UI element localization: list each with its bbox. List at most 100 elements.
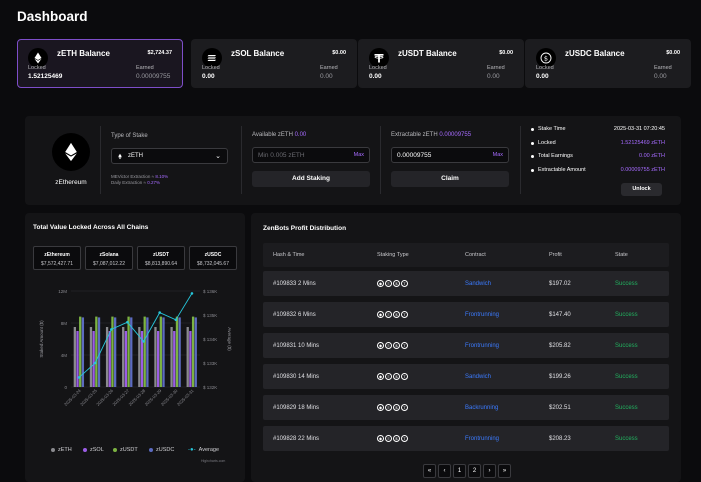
row-staking-types: ◆ ≡ $ T	[377, 364, 408, 389]
prev-page-button[interactable]: ‹	[438, 464, 451, 478]
y-tick-label: 8M	[61, 321, 68, 326]
page-2-button[interactable]: 2	[468, 464, 481, 478]
zusdc-balance-card[interactable]: $ zUSDC Balance $0.00 Locked Earned 0.00…	[525, 39, 691, 88]
solana-icon: ≡	[385, 342, 392, 349]
add-staking-button[interactable]: Add Staking	[252, 171, 370, 187]
col-state: State	[615, 252, 628, 258]
x-tick-label: 2025-03-31	[176, 388, 195, 407]
tvl-chart: 0 4M 8M 12M $ 132K $ 133K $ 134K $ 135K $ 136K St…	[39, 289, 232, 407]
info-key: Stake Time	[538, 126, 566, 132]
table-row[interactable]: #109833 2 Mins ◆ ≡ $ T Sandwich $197.02 Success	[263, 271, 669, 296]
col-contract: Contract	[465, 252, 486, 258]
ethereum-icon: ◆	[377, 311, 384, 318]
bar	[159, 316, 162, 387]
row-contract[interactable]: Sandwich	[465, 373, 492, 380]
y-tick-label: 12M	[58, 289, 67, 294]
bar	[81, 317, 85, 387]
table-row[interactable]: #109831 10 Mins ◆ ≡ $ T Frontrunning $205.82 Su…	[263, 333, 669, 358]
legend-label: zUSDC	[156, 447, 175, 453]
legend-zusdc[interactable]: zUSDC	[149, 447, 174, 453]
row-profit: $147.40	[549, 311, 571, 318]
row-staking-types: ◆ ≡ $ T	[377, 271, 408, 296]
daily-extraction: Daily Extraction ≈ 0.27%	[111, 180, 160, 185]
usdc-icon: $	[393, 342, 400, 349]
stake-type-label: Type of Stake	[111, 133, 148, 139]
tvl-chip-zsolana: zSolana $7,087,012.22	[85, 246, 133, 270]
table-row[interactable]: #109832 6 Mins ◆ ≡ $ T Frontrunning $147.40 Suc…	[263, 302, 669, 327]
y-right-tick-label: $ 136K	[203, 289, 217, 294]
balance-name: zSOL Balance	[231, 49, 285, 58]
info-value: 1.52125469 zETH	[620, 140, 665, 146]
tether-icon: T	[401, 373, 408, 380]
y-right-tick-label: $ 133K	[203, 361, 217, 366]
extractable-value: 0.00009755	[439, 132, 472, 138]
tether-icon: T	[401, 342, 408, 349]
bar	[170, 327, 173, 387]
bar	[89, 327, 93, 387]
usdc-icon: $	[393, 435, 400, 442]
stake-type-value: zETH	[128, 153, 143, 159]
stake-amount-input[interactable]: Min 0.005 zETH Max	[252, 147, 370, 163]
locked-label: Locked	[28, 65, 46, 71]
unlock-button[interactable]: Unlock	[621, 183, 662, 196]
earned-label: Earned	[320, 65, 338, 71]
extract-amount-input[interactable]: 0.00009755 Max	[391, 147, 509, 163]
row-profit: $205.82	[549, 342, 571, 349]
chip-value: $8,732,045.67	[197, 261, 229, 267]
chart-credit[interactable]: Highcharts.com	[201, 459, 226, 463]
table-row[interactable]: #109829 18 Mins ◆ ≡ $ T Backrunning $202.51 Suc…	[263, 395, 669, 420]
chip-value: $7,087,012.22	[93, 261, 125, 267]
legend-zusdt[interactable]: zUSDT	[113, 447, 138, 453]
row-contract[interactable]: Frontrunning	[465, 311, 500, 318]
legend-zeth[interactable]: zETH	[51, 447, 72, 453]
first-page-button[interactable]: «	[423, 464, 436, 478]
earned-label: Earned	[136, 65, 154, 71]
bar	[108, 331, 111, 387]
legend-swatch	[51, 448, 55, 452]
balance-name: zUSDT Balance	[398, 49, 457, 58]
zsol-balance-card[interactable]: zSOL Balance $0.00 Locked Earned 0.00 0.…	[191, 39, 357, 88]
average-point	[93, 361, 97, 365]
solana-icon: ≡	[385, 311, 392, 318]
max-button[interactable]: Max	[353, 152, 364, 158]
max-button[interactable]: Max	[492, 152, 503, 158]
row-hash-time: #109829 18 Mins	[273, 404, 320, 411]
table-row[interactable]: #109828 22 Mins ◆ ≡ $ T Frontrunning $208.23 Su…	[263, 426, 669, 451]
row-contract[interactable]: Frontrunning	[465, 342, 500, 349]
col-profit: Profit	[549, 252, 562, 258]
row-contract[interactable]: Sandwich	[465, 280, 492, 287]
row-hash-time: #109832 6 Mins	[273, 311, 316, 318]
zusdt-balance-card[interactable]: zUSDT Balance $0.00 Locked Earned 0.00 0…	[358, 39, 524, 88]
last-page-button[interactable]: »	[498, 464, 511, 478]
col-hash-time: Hash & Time	[273, 252, 305, 258]
y-tick-label: 4M	[61, 353, 68, 358]
bar	[154, 327, 157, 387]
row-contract[interactable]: Frontrunning	[465, 435, 500, 442]
next-page-button[interactable]: ›	[483, 464, 496, 478]
balance-amount: $2,724.37	[147, 50, 172, 56]
stake-type-select[interactable]: zETH ⌄	[111, 148, 228, 164]
zeth-balance-card[interactable]: zETH Balance $2,724.37 Locked Earned 1.5…	[17, 39, 183, 88]
info-value: 0.00 zETH	[639, 153, 665, 159]
usdc-icon: $	[393, 280, 400, 287]
table-row[interactable]: #109830 14 Mins ◆ ≡ $ T Sandwich $199.26 Succes…	[263, 364, 669, 389]
info-value: 0.00009755 zETH	[620, 167, 665, 173]
balance-name: zETH Balance	[57, 49, 110, 58]
chip-value: $7,572,427.71	[41, 261, 73, 267]
ethereum-icon	[117, 153, 123, 162]
legend-average[interactable]: -●- Average	[188, 447, 219, 453]
row-state: Success	[615, 342, 638, 349]
page-1-button[interactable]: 1	[453, 464, 466, 478]
mev-extraction: MEVictor Extraction ≈ 8.10%	[111, 174, 168, 179]
info-key: Locked	[538, 140, 556, 146]
divider	[520, 126, 521, 194]
balance-amount: $0.00	[666, 50, 680, 56]
legend-zsol[interactable]: zSOL	[83, 447, 104, 453]
claim-button[interactable]: Claim	[391, 171, 509, 187]
row-hash-time: #109831 10 Mins	[273, 342, 320, 349]
bar	[92, 331, 95, 387]
ethereum-icon	[52, 133, 90, 171]
row-contract[interactable]: Backrunning	[465, 404, 499, 411]
tvl-chip-zethereum: zEthereum $7,572,427.71	[33, 246, 81, 270]
bar	[162, 317, 165, 387]
